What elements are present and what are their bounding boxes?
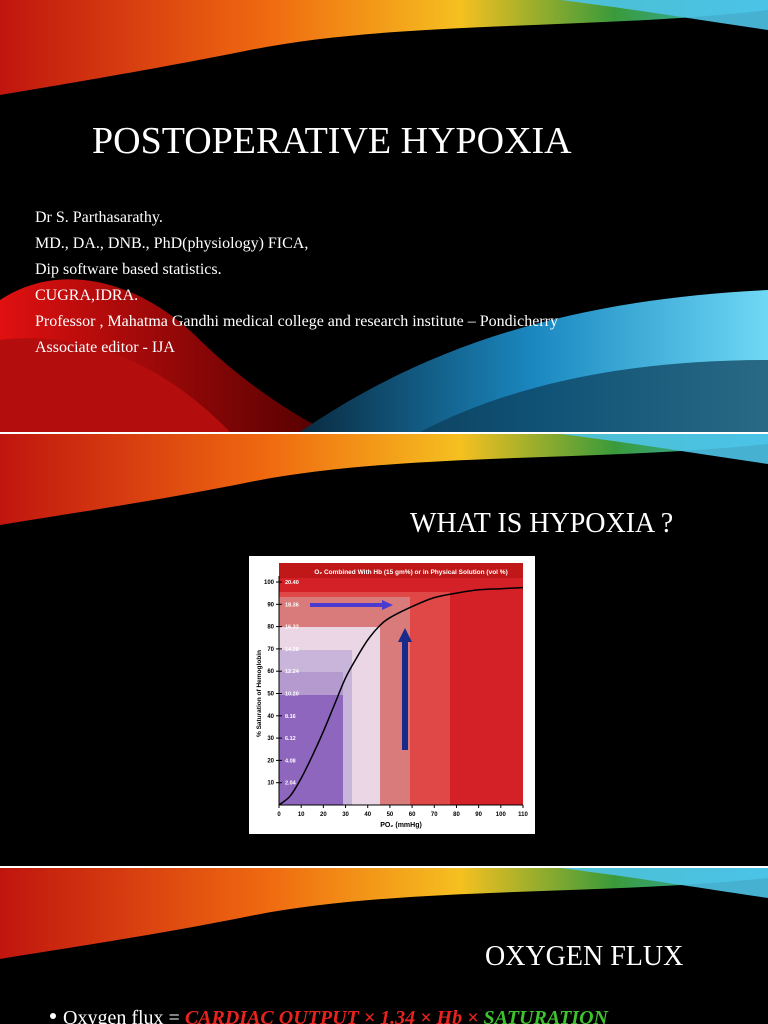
y2-tick-label: 20.40	[285, 580, 299, 586]
x-tick-label: 40	[364, 812, 371, 818]
x-tick-label: 60	[409, 812, 416, 818]
figure-title: O₂ Combined With Hb (15 gm%) or in Physi…	[314, 569, 508, 576]
bullet-part: Oxygen flux =	[63, 1007, 185, 1024]
x-tick-label: 80	[453, 812, 460, 818]
bullet-part: CARDIAC OUTPUT × 1.34 × Hb ×	[185, 1007, 484, 1024]
y2-tick-label: 10.20	[285, 692, 299, 698]
y2-tick-label: 14.28	[285, 647, 299, 653]
x-tick-label: 110	[518, 812, 528, 818]
y2-tick-label: 4.08	[285, 758, 296, 764]
y2-tick-label: 12.24	[285, 669, 300, 675]
slide	[0, 0, 768, 432]
info-line: Dr S. Parthasarathy.	[35, 209, 163, 226]
bullet-part: SATURATION	[483, 1007, 609, 1024]
zone	[279, 695, 343, 805]
y-tick-label: 10	[267, 781, 274, 787]
x-tick-label: 70	[431, 812, 438, 818]
arrow-head	[398, 628, 412, 642]
x-axis-label: PO₂ (mmHg)	[380, 822, 422, 829]
info-line: Professor , Mahatma Gandhi medical colle…	[35, 313, 558, 330]
y-tick-label: 100	[264, 580, 275, 586]
slide-title: POSTOPERATIVE HYPOXIA	[92, 120, 572, 162]
x-tick-label: 20	[320, 812, 327, 818]
x-tick-label: 100	[496, 812, 507, 818]
x-tick-label: 90	[475, 812, 482, 818]
title-band	[279, 563, 523, 578]
y2-tick-label: 18.36	[285, 602, 299, 608]
y2-tick-label: 16.32	[285, 625, 299, 631]
y-tick-label: 90	[267, 602, 274, 608]
x-tick-label: 10	[298, 812, 305, 818]
dissociation-curve	[278, 586, 524, 806]
x-tick-label: 50	[387, 812, 394, 818]
y-tick-label: 60	[267, 669, 274, 675]
info-line: Dip software based statistics.	[35, 261, 222, 278]
info-line: MD., DA., DNB., PhD(physiology) FICA,	[35, 235, 308, 252]
y2-tick-label: 8.16	[285, 714, 296, 720]
slide-title: WHAT IS HYPOXIA ?	[410, 508, 673, 539]
y-tick-label: 50	[267, 692, 274, 698]
x-tick-label: 0	[277, 812, 281, 818]
y-tick-label: 20	[267, 758, 274, 764]
info-line: CUGRA,IDRA.	[35, 287, 138, 304]
slide-title: OXYGEN FLUX	[485, 941, 683, 972]
y2-tick-label: 6.12	[285, 736, 296, 742]
y-tick-label: 40	[267, 714, 274, 720]
bullet-text: Oxygen flux = CARDIAC OUTPUT × 1.34 × Hb…	[63, 1007, 610, 1024]
y-tick-label: 80	[267, 625, 274, 631]
y-tick-label: 70	[267, 647, 274, 653]
bullet-dot	[50, 1013, 56, 1019]
slide	[0, 868, 768, 1024]
x-tick-label: 30	[342, 812, 349, 818]
info-line: Associate editor - IJA	[35, 339, 175, 356]
arrow-head	[382, 600, 393, 610]
y-tick-label: 30	[267, 736, 274, 742]
y-axis-label: % Saturation of Hemoglobin	[256, 650, 263, 737]
y2-tick-label: 2.04	[285, 781, 297, 787]
figure: O₂ Combined With Hb (15 gm%) or in Physi…	[256, 563, 528, 829]
